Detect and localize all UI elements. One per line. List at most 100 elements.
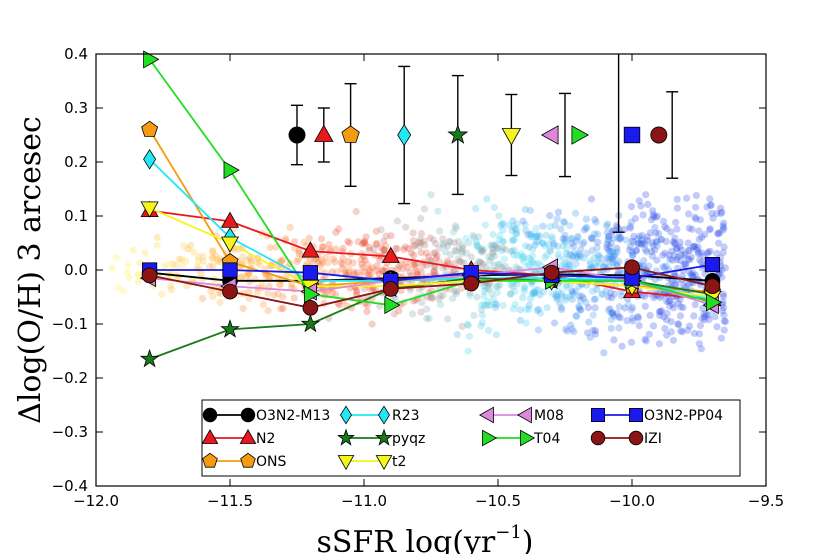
scatter-point bbox=[449, 228, 457, 236]
legend-marker bbox=[590, 430, 606, 446]
scatter-point bbox=[617, 233, 625, 242]
scatter-point bbox=[661, 264, 669, 272]
scatter-point bbox=[557, 225, 565, 233]
scatter-point bbox=[489, 241, 497, 249]
y-tick-label: −0.1 bbox=[52, 315, 88, 333]
scatter-point bbox=[402, 223, 410, 231]
scatter-point bbox=[344, 264, 353, 272]
scatter-point bbox=[158, 290, 166, 298]
scatter-point bbox=[531, 260, 539, 268]
scatter-point bbox=[663, 224, 671, 232]
scatter-point bbox=[332, 245, 340, 253]
scatter-point bbox=[539, 239, 547, 247]
scatter-point bbox=[663, 331, 671, 339]
scatter-point bbox=[196, 265, 204, 273]
scatter-point bbox=[497, 221, 505, 229]
scatter-point bbox=[674, 253, 682, 261]
error-bar-marker bbox=[288, 126, 306, 144]
legend-marker bbox=[520, 429, 536, 447]
scatter-point bbox=[673, 256, 681, 264]
scatter-point bbox=[700, 310, 708, 318]
scatter-point bbox=[685, 246, 693, 255]
scatter-point bbox=[648, 248, 656, 256]
scatter-point bbox=[208, 255, 216, 263]
scatter-point bbox=[681, 260, 690, 268]
scatter-point bbox=[521, 242, 530, 250]
legend-entry-m08: M08 bbox=[478, 406, 564, 424]
scatter-point bbox=[582, 223, 591, 231]
scatter-point bbox=[554, 250, 563, 258]
scatter-point bbox=[341, 268, 350, 276]
scatter-point bbox=[491, 252, 499, 260]
scatter-point bbox=[691, 271, 699, 279]
scatter-point bbox=[691, 301, 699, 309]
scatter-point bbox=[513, 226, 521, 234]
scatter-point bbox=[402, 258, 410, 266]
scatter-point bbox=[489, 230, 497, 239]
legend-entry-ons: ONS bbox=[202, 452, 286, 470]
scatter-point bbox=[638, 235, 646, 244]
scatter-point bbox=[672, 218, 680, 226]
scatter-point bbox=[310, 256, 318, 264]
scatter-point bbox=[589, 326, 597, 334]
scatter-point bbox=[603, 240, 611, 248]
scatter-point bbox=[571, 248, 579, 256]
scatter-point bbox=[576, 306, 584, 314]
scatter-point bbox=[363, 307, 371, 316]
scatter-point bbox=[602, 287, 610, 295]
scatter-point bbox=[642, 337, 650, 345]
scatter-point bbox=[520, 285, 529, 293]
data-point bbox=[381, 246, 400, 263]
scatter-point bbox=[194, 257, 202, 265]
scatter-point bbox=[476, 246, 484, 254]
scatter-point bbox=[361, 239, 369, 247]
scatter-point bbox=[527, 230, 536, 238]
scatter-point bbox=[609, 253, 617, 261]
scatter-point bbox=[607, 289, 615, 297]
x-axis-label: sSFR log(yr−1) bbox=[316, 522, 533, 554]
data-point bbox=[303, 285, 321, 304]
scatter-point bbox=[662, 262, 670, 270]
scatter-point bbox=[459, 241, 467, 249]
scatter-point bbox=[459, 244, 467, 252]
scatter-point bbox=[125, 274, 133, 282]
scatter-point bbox=[603, 228, 612, 236]
scatter-point bbox=[567, 256, 575, 264]
scatter-point bbox=[543, 251, 551, 259]
y-tick-label: −0.3 bbox=[52, 423, 88, 441]
scatter-point bbox=[375, 270, 383, 278]
scatter-point bbox=[575, 302, 583, 310]
scatter-point bbox=[266, 244, 274, 252]
scatter-point bbox=[123, 268, 131, 276]
scatter-point bbox=[344, 237, 352, 245]
scatter-point bbox=[568, 239, 576, 247]
scatter-point bbox=[108, 264, 116, 272]
x-tick-label: −12.0 bbox=[73, 492, 119, 510]
scatter-point bbox=[572, 251, 581, 259]
legend: O3N2-M13 N2 ONS R23 pyqz t2 M08 T04 O3N2-PP04 IZI bbox=[201, 399, 741, 477]
scatter-point bbox=[180, 242, 188, 250]
scatter-point bbox=[373, 262, 381, 270]
scatter-point bbox=[486, 257, 494, 265]
y-tick-label: 0.2 bbox=[64, 153, 88, 171]
scatter-point bbox=[458, 247, 466, 255]
scatter-point bbox=[683, 194, 691, 202]
scatter-point bbox=[519, 294, 527, 302]
scatter-point bbox=[662, 237, 670, 245]
scatter-point bbox=[713, 323, 721, 331]
scatter-point bbox=[532, 232, 540, 240]
scatter-point bbox=[372, 240, 380, 248]
series-lines bbox=[139, 50, 723, 368]
scatter-point bbox=[605, 232, 613, 241]
data-point bbox=[706, 293, 723, 312]
scatter-point bbox=[470, 311, 478, 319]
scatter-point bbox=[691, 242, 699, 250]
scatter-point bbox=[690, 329, 699, 337]
scatter-point bbox=[536, 232, 544, 240]
scatter-point bbox=[689, 269, 697, 277]
scatter-point bbox=[692, 191, 701, 200]
scatter-point bbox=[552, 293, 560, 301]
scatter-point bbox=[670, 239, 678, 247]
error-bar-marker bbox=[650, 126, 668, 144]
scatter-point bbox=[331, 291, 340, 299]
